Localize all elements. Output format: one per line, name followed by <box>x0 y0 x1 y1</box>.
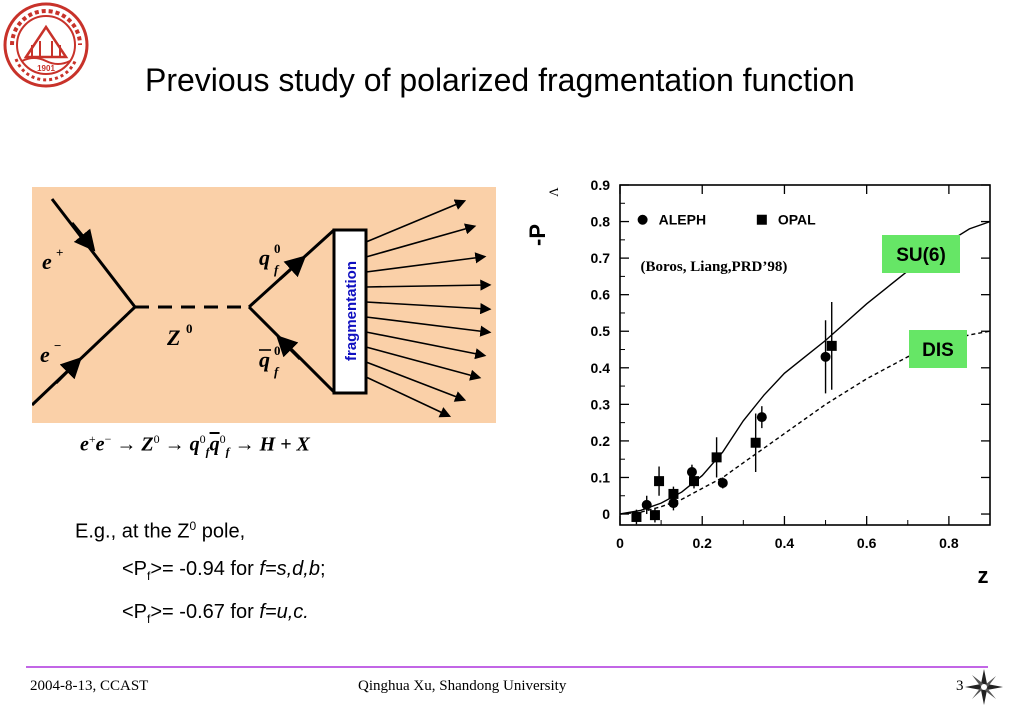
e-minus-charge: − <box>54 338 61 353</box>
y-tick-label: 0.4 <box>591 360 611 376</box>
point-opal <box>750 437 761 448</box>
point-opal <box>654 476 665 487</box>
y-tick-label: 0.7 <box>591 250 611 266</box>
plot-frame <box>619 184 991 526</box>
legend-marker-aleph <box>637 214 648 225</box>
boson-sup: 0 <box>186 321 193 336</box>
y-tick-label: 0.3 <box>591 396 611 412</box>
legend-label-opal: OPAL <box>778 212 816 228</box>
x-tick-label: 0.6 <box>857 535 877 551</box>
y-tick-label: 0.9 <box>591 177 611 193</box>
point-aleph <box>717 477 728 488</box>
slide-title: Previous study of polarized fragmentatio… <box>145 62 855 98</box>
x-axis-label: z <box>978 563 989 588</box>
hadron-lines <box>365 199 492 418</box>
quark-sup: 0 <box>274 241 281 256</box>
process-equation: e+e− → Z0 → q0fq0f → H + X <box>80 432 310 459</box>
x-tick-label: 0 <box>616 535 624 551</box>
point-aleph <box>686 466 697 477</box>
example-text: E.g., at the Z0 pole, <box>75 519 246 543</box>
citation-label: (Boros, Liang,PRD’98) <box>641 259 788 275</box>
point-aleph <box>641 499 652 510</box>
footer-date: 2004-8-13, CCAST <box>30 678 149 694</box>
point-aleph <box>756 412 767 423</box>
label-text-dis: DIS <box>922 340 954 361</box>
boson-label: Z <box>166 325 180 350</box>
y-tick-label: 0.6 <box>591 287 611 303</box>
e-minus-line <box>32 305 137 407</box>
quark-label: q <box>259 245 270 270</box>
point-opal <box>649 510 660 521</box>
label-box-dis <box>909 330 967 368</box>
y-axis-label-sub: Λ <box>546 187 561 197</box>
point-opal <box>826 340 837 351</box>
antiquark-sub: f <box>274 364 280 379</box>
antiquark-sup: 0 <box>274 343 281 358</box>
compass-icon <box>965 669 1003 705</box>
fragmentation-box <box>332 228 368 395</box>
quark-sub: f <box>274 262 280 277</box>
point-aleph <box>820 351 831 362</box>
y-tick-label: 0.5 <box>591 323 611 339</box>
polarization-line-2: <Pf>= -0.67 for f=u,c. <box>122 601 309 626</box>
point-opal <box>711 452 722 463</box>
point-opal <box>689 476 699 487</box>
logo-year: 1901 <box>37 64 55 73</box>
label-box-su6 <box>882 235 960 273</box>
fragmentation-label: fragmentation <box>343 261 360 361</box>
e-plus-charge: + <box>56 245 63 260</box>
point-opal <box>631 511 642 522</box>
point-aleph <box>668 498 679 509</box>
point-opal <box>668 488 679 499</box>
x-tick-label: 0.8 <box>939 535 959 551</box>
e-minus-label: e <box>40 342 50 367</box>
polarization-line-1: <Pf>= -0.94 for f=s,d,b; <box>122 558 326 583</box>
legend-label-aleph: ALEPH <box>659 212 706 228</box>
y-tick-label: 0.1 <box>591 469 611 485</box>
y-axis-label: -P <box>525 224 550 246</box>
footer-divider <box>26 666 988 668</box>
y-tick-label: 0.2 <box>591 433 611 449</box>
e-plus-line <box>50 198 137 308</box>
x-tick-label: 0.2 <box>692 535 712 551</box>
label-text-su6: SU(6) <box>896 245 946 266</box>
feynman-diagram: fragmentation e + e − Z 0 q 0 f q 0 f <box>32 187 496 423</box>
shandong-university-logo: 1901 <box>3 2 89 88</box>
y-tick-label: 0 <box>602 506 610 522</box>
legend-marker-opal <box>756 214 767 225</box>
e-plus-label: e <box>42 249 52 274</box>
page-number: 3 <box>956 678 964 694</box>
antiquark-label: q <box>259 347 270 372</box>
polarization-chart: 0 0.1 0.2 0.3 0.4 0.5 0.6 0.7 0.8 0.9 0 0.2 0.4 0.6 0.… <box>525 177 991 588</box>
footer-author: Qinghua Xu, Shandong University <box>358 678 567 694</box>
x-tick-label: 0.4 <box>775 535 795 551</box>
y-tick-label: 0.8 <box>591 214 611 230</box>
